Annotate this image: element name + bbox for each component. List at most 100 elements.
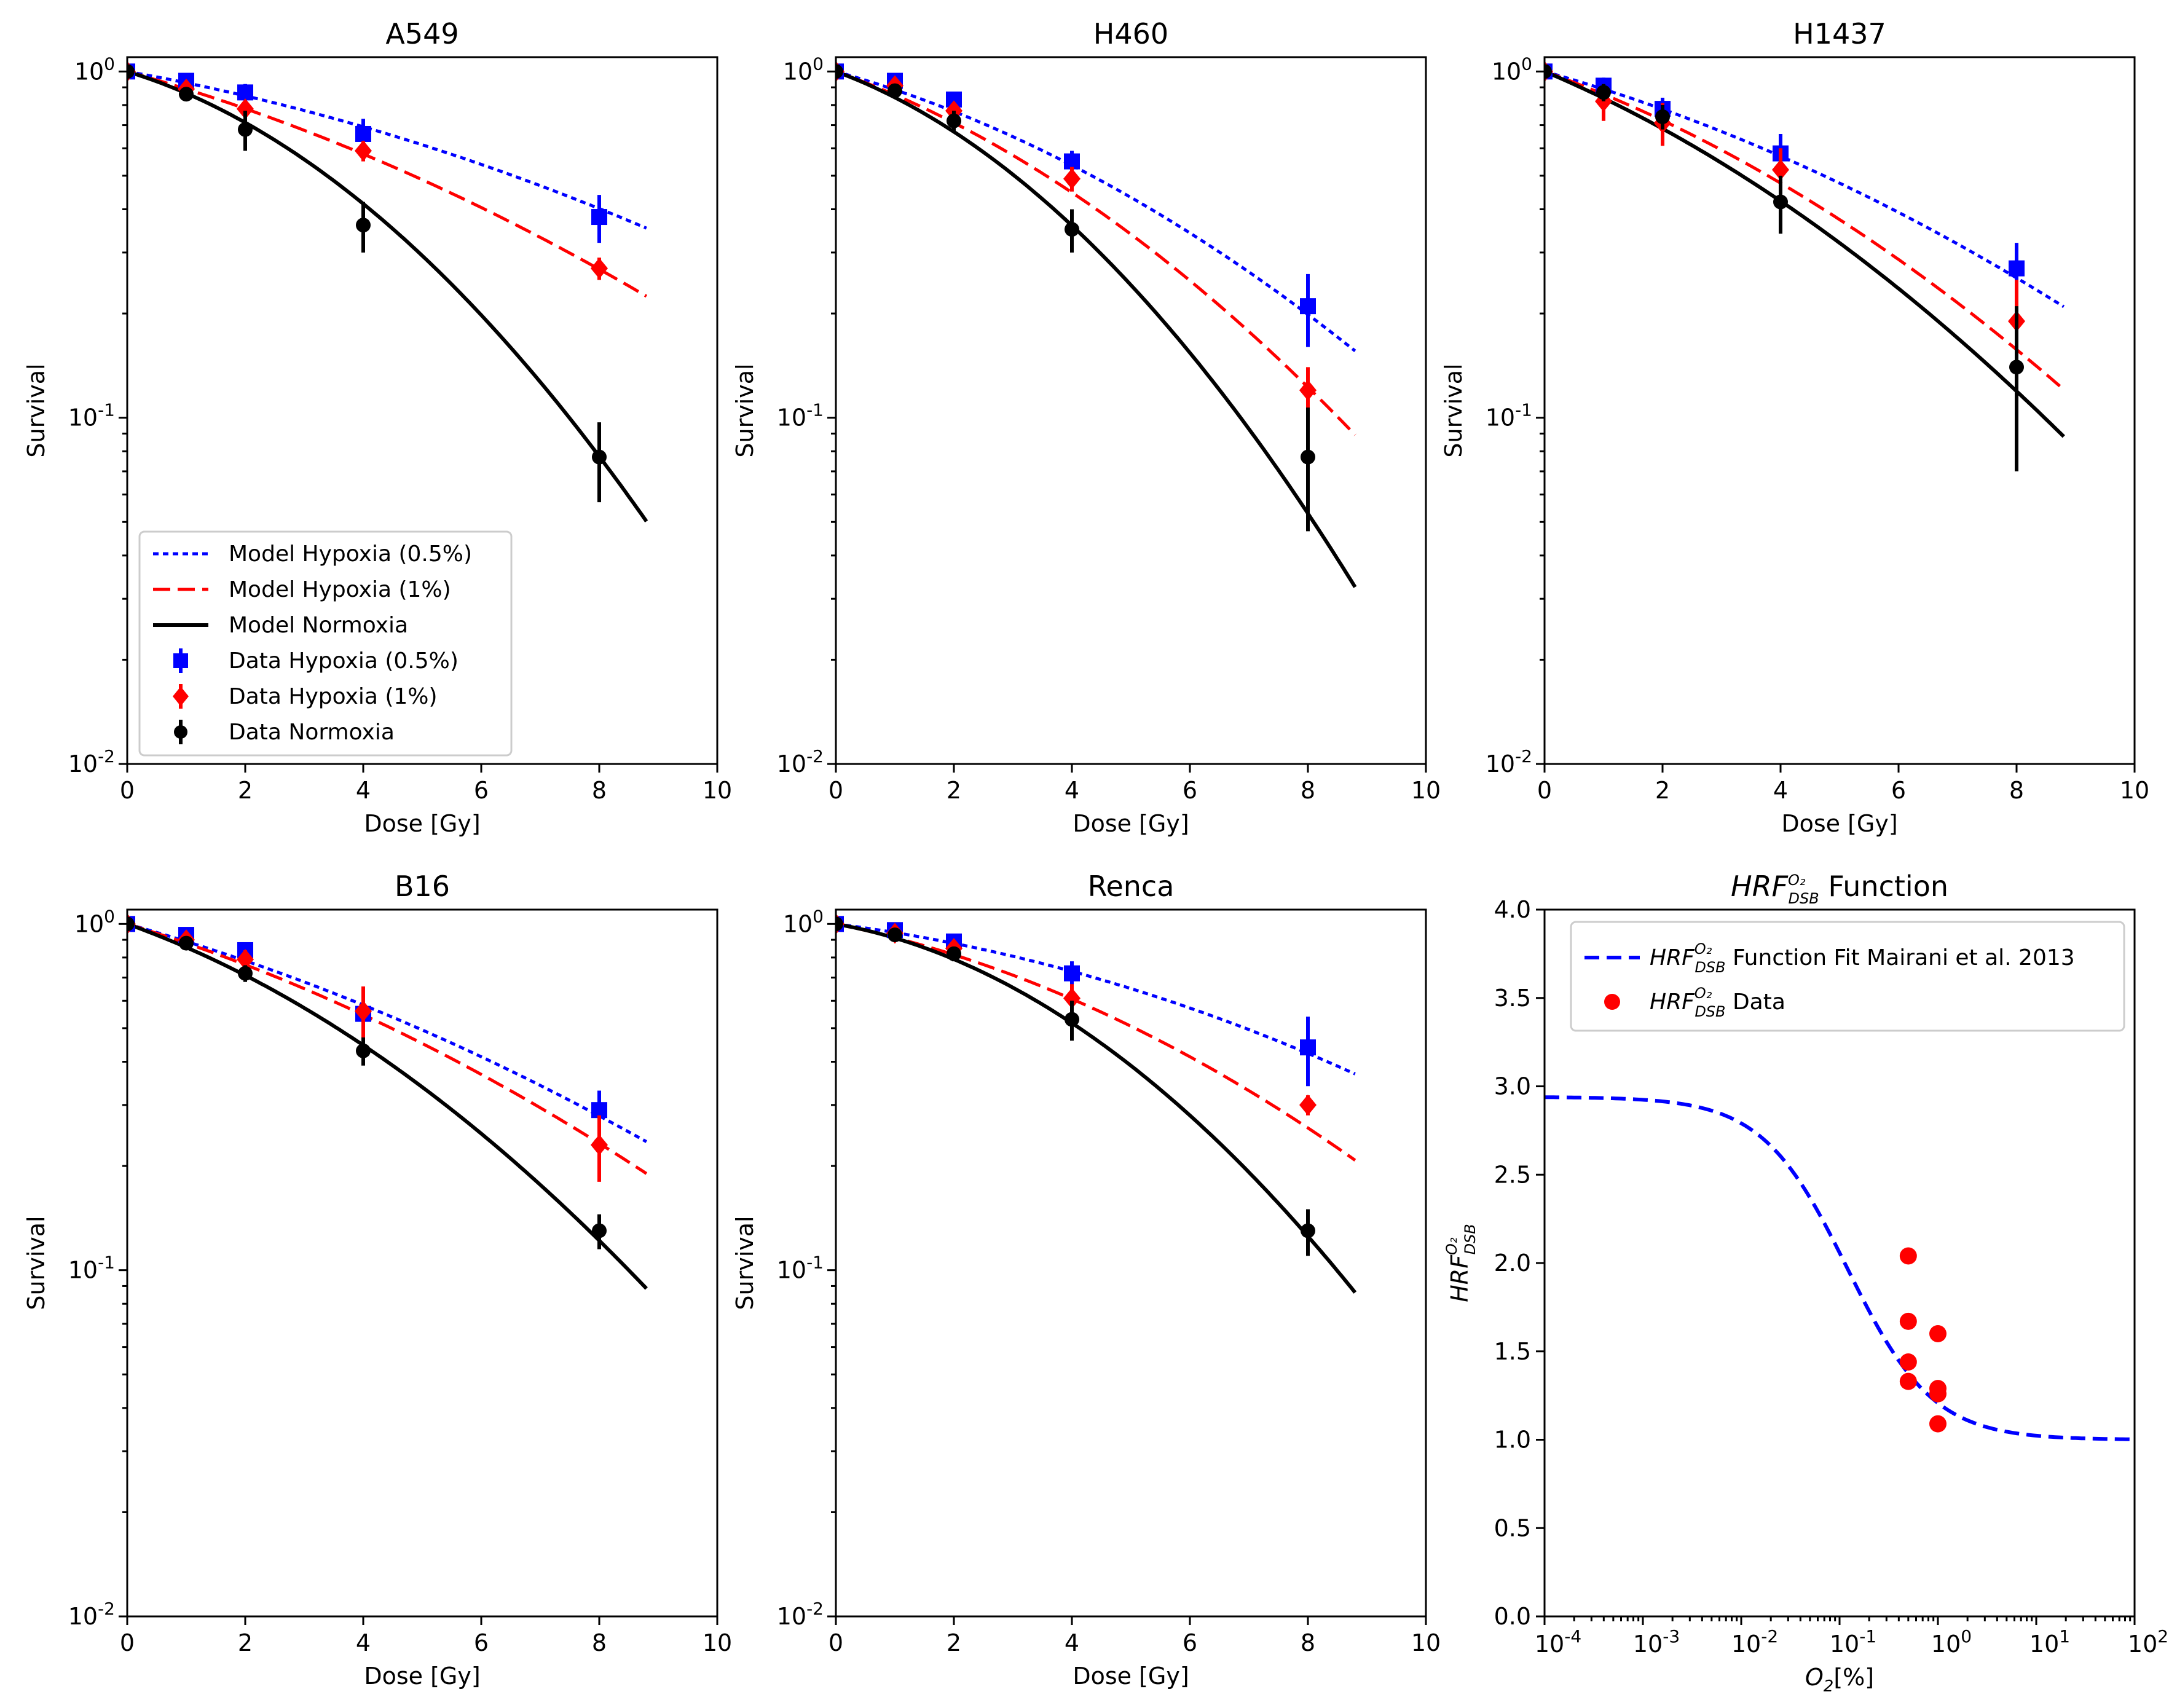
y-tick-label: 3.5	[1494, 985, 1531, 1012]
x-tick-label: 4	[1773, 777, 1788, 804]
hrf-data-point	[1900, 1313, 1917, 1330]
model-curve-normoxia	[836, 71, 1355, 587]
x-tick-label: 10	[1411, 1629, 1441, 1656]
x-tick-label: 8	[1301, 777, 1315, 804]
model-curve-hypoxia_1	[836, 924, 1355, 1160]
figure: A5490 2 4 6 8 1010010-110-2Dose [Gy]SurvivalM…	[0, 0, 2169, 1708]
x-tick-label: 2	[238, 777, 253, 804]
data-point-normoxia	[2009, 360, 2024, 374]
y-tick-label: 10-1	[68, 400, 115, 431]
x-axis-label: Dose [Gy]	[1781, 810, 1897, 837]
x-tick-label: 0	[120, 777, 135, 804]
y-tick-label: 0.0	[1494, 1603, 1531, 1630]
y-tick-label: 4.0	[1494, 896, 1531, 923]
data-point-hypoxia_1	[591, 258, 608, 279]
y-tick-label: 10-2	[1486, 746, 1532, 777]
y-tick-label: 0.5	[1494, 1514, 1531, 1541]
y-tick-label: 10-2	[777, 1599, 824, 1630]
y-axis-label-group: HRFO₂DSB	[1443, 1224, 1479, 1302]
x-axis-label: Dose [Gy]	[1073, 810, 1189, 837]
y-axis-label: HRFO₂DSB	[1443, 1224, 1479, 1302]
x-tick-label: 101	[2029, 1626, 2070, 1658]
hrf-data-point	[1900, 1353, 1917, 1371]
x-tick-label: 6	[474, 1629, 489, 1656]
data-point-hypoxia_05	[591, 209, 607, 225]
y-tick-label: 10-2	[68, 746, 115, 777]
panel-title: H1437	[1793, 17, 1886, 50]
x-tick-label: 0	[829, 777, 843, 804]
model-curve-hypoxia_05	[836, 71, 1355, 351]
data-point-normoxia	[238, 122, 253, 137]
panel-title: A549	[385, 17, 459, 50]
model-curve-hypoxia_1	[127, 924, 647, 1173]
x-axis-label: Dose [Gy]	[364, 810, 480, 837]
axes-frame	[127, 910, 717, 1616]
model-curve-hypoxia_1	[836, 71, 1355, 435]
x-tick-label: 2	[238, 1629, 253, 1656]
panel-hrf-function: HRFO₂ DSB Function10-4 10-3 10-2 10-1 100 101 1…	[1443, 870, 2168, 1696]
panel-h1437: H1437 0 2 4 6 8 10 100 10-1 10-2 Dose [Gy] Survival	[1440, 17, 2149, 837]
data-point-normoxia	[356, 218, 371, 232]
x-axis-label: Dose [Gy]	[1073, 1663, 1189, 1690]
panel-renca: Renca0 2 4 6 8 1010010-110-2Dose [Gy]Survival	[731, 870, 1441, 1690]
legend-label: Data Hypoxia (0.5%)	[229, 648, 459, 674]
x-tick-label: 8	[592, 1629, 607, 1656]
data-point-hypoxia_05	[1064, 966, 1080, 982]
legend: Model Hypoxia (0.5%) Model Hypoxia (1%) Mo…	[140, 532, 511, 755]
model-curve-normoxia	[127, 924, 647, 1288]
x-tick-label: 4	[1065, 1629, 1079, 1656]
x-tick-label: 10	[1411, 777, 1441, 804]
y-tick-label: 100	[1492, 53, 1532, 85]
x-tick-label: 6	[1183, 1629, 1197, 1656]
model-curve-hypoxia_1	[127, 71, 647, 296]
y-tick-label: 10-1	[1486, 400, 1532, 431]
data-point-normoxia	[592, 450, 607, 465]
x-tick-label: 4	[1065, 777, 1079, 804]
data-point-normoxia	[888, 84, 902, 98]
data-point-hypoxia_1	[1063, 168, 1081, 189]
x-tick-label: 100	[1931, 1626, 1972, 1658]
axes-frame	[1545, 57, 2135, 764]
y-axis-label: Survival	[731, 1216, 758, 1310]
model-curve-hypoxia_05	[836, 924, 1355, 1074]
axes-frame	[836, 910, 1426, 1616]
x-tick-label: 2	[1655, 777, 1670, 804]
x-tick-label: 102	[2128, 1626, 2168, 1658]
model-curve-normoxia	[1545, 71, 2064, 436]
x-tick-label: 6	[1891, 777, 1906, 804]
plot-area	[119, 913, 647, 1288]
panel-title: H460	[1093, 17, 1168, 50]
hrf-data-point	[1929, 1325, 1947, 1342]
y-tick-label: 2.5	[1494, 1161, 1531, 1188]
x-tick-label: 0	[120, 1629, 135, 1656]
x-tick-label: 10	[703, 777, 732, 804]
plot-area	[827, 913, 1355, 1293]
y-tick-label: 10-1	[777, 1253, 824, 1284]
y-tick-label: 100	[74, 53, 115, 85]
y-tick-label: 10-2	[777, 746, 824, 777]
y-axis-label: Survival	[1440, 363, 1467, 457]
data-point-normoxia	[1301, 450, 1315, 465]
x-tick-label: 10-2	[1731, 1626, 1778, 1658]
data-point-normoxia	[179, 936, 194, 951]
x-tick-label: 0	[829, 1629, 843, 1656]
hrf-fit-curve	[1545, 1097, 2135, 1439]
y-tick-label: 1.0	[1494, 1427, 1531, 1454]
legend-label: Data Normoxia	[229, 720, 395, 745]
panel-title: Renca	[1088, 870, 1175, 903]
y-tick-label: 10-2	[68, 1599, 115, 1630]
data-point-normoxia	[947, 946, 961, 961]
data-point-normoxia	[238, 966, 253, 981]
x-tick-label: 2	[947, 1629, 961, 1656]
data-point-normoxia	[947, 114, 961, 128]
legend-marker-normoxia	[174, 725, 187, 739]
data-point-hypoxia_05	[2009, 261, 2025, 277]
x-tick-label: 6	[474, 777, 489, 804]
panel-h460: H460 0 2 4 6 8 10 100 10-1 10-2 Dose [Gy] Survival	[731, 17, 1441, 837]
plot-area	[827, 61, 1355, 587]
legend: HRFO₂ DSB Function Fit Mairani et al. 201…	[1571, 922, 2124, 1031]
axes-frame	[836, 57, 1426, 764]
plot-area	[1536, 61, 2064, 471]
y-axis-label: Survival	[731, 363, 758, 457]
data-point-hypoxia_1	[1299, 1095, 1317, 1116]
